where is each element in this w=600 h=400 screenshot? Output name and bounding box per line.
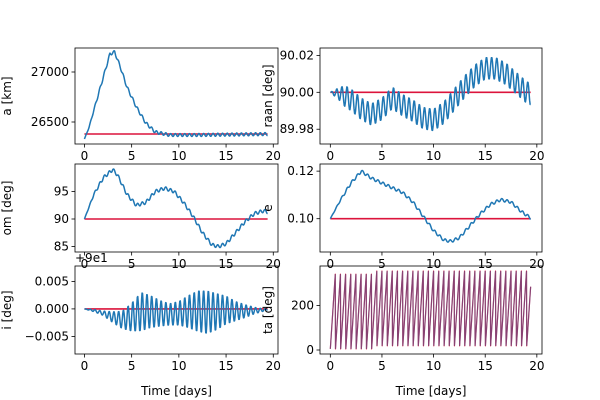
x-tick-label: 20 [529,149,544,163]
y-tick-label: 89.98 [280,122,314,136]
y-tick-label: 26500 [31,115,69,129]
x-tick-label: 10 [171,359,186,373]
x-tick-label: 5 [128,359,136,373]
x-tick-label: 5 [128,149,136,163]
x-tick-label: 10 [426,257,441,271]
y-axis-label: ta [deg] [261,286,275,334]
y-axis-label: om [deg] [0,181,14,236]
x-tick-label: 0 [81,149,89,163]
y-tick-label: 0.005 [35,274,69,288]
axes-frame [74,163,279,253]
x-tick-label: 5 [378,149,386,163]
y-tick-label: 0 [306,343,314,357]
y-tick-label: 27000 [31,65,69,79]
x-axis-label: Time [days] [395,384,467,398]
y-tick-label: 0.12 [287,164,314,178]
subplot-5: 0 5 10 15 20 −0.005 0.000 0.005 i [deg] Time [day… [0,251,281,398]
x-tick-label: 15 [218,149,233,163]
y-axis-label: i [deg] [0,290,14,329]
x-tick-label: 15 [478,257,493,271]
data-line [329,169,532,243]
y-tick-label: 90 [54,212,69,226]
y-axis-label: raan [deg] [261,64,275,127]
data-line [330,57,531,132]
y-tick-label: 90.02 [280,48,314,62]
x-tick-label: 15 [218,257,233,271]
x-tick-label: 20 [266,359,281,373]
y-axis-label: e [261,204,275,211]
y-tick-label: 90.00 [280,85,314,99]
x-tick-label: 20 [266,257,281,271]
data-line [83,50,268,140]
axes-frame [319,265,543,355]
x-tick-label: 20 [529,359,544,373]
subplot-3: 0 5 10 15 20 85 90 95 om [deg] [0,163,281,271]
x-tick-label: 10 [171,257,186,271]
axes-frame [74,47,279,145]
data-line-underlay [329,271,532,349]
axes-frame [319,163,543,253]
x-tick-label: 0 [81,257,89,271]
x-tick-label: 5 [378,257,386,271]
y-tick-label: 0.000 [35,302,69,316]
subplot-2: 0 5 10 15 20 89.98 90.00 90.02 raan [deg] [261,47,544,163]
x-tick-label: 10 [171,149,186,163]
y-tick-label: 0.10 [287,212,314,226]
y-tick-label: −0.005 [25,329,69,343]
x-tick-label: 15 [478,359,493,373]
y-tick-label: 95 [54,185,69,199]
x-tick-label: 5 [128,257,136,271]
y-tick-label: 85 [54,240,69,254]
x-tick-label: 0 [327,257,335,271]
x-tick-label: 0 [327,359,335,373]
y-axis-label: a [km] [0,76,14,115]
x-tick-label: 0 [327,149,335,163]
x-tick-label: 10 [426,149,441,163]
x-tick-label: 15 [218,359,233,373]
x-tick-label: 20 [529,257,544,271]
axes-frame [74,265,279,355]
data-line [83,168,268,249]
subplot-1: 0 5 10 15 20 26500 27000 a [km] [0,47,281,163]
data-line [329,270,532,350]
x-tick-label: 20 [266,149,281,163]
subplot-4: 0 5 10 15 20 0.10 0.12 e [261,163,544,271]
x-tick-label: 5 [378,359,386,373]
data-line [84,290,268,334]
y-tick-label: 200 [291,299,314,313]
x-tick-label: 10 [426,359,441,373]
x-tick-label: 15 [478,149,493,163]
x-tick-label: 0 [81,359,89,373]
x-axis-label: Time [days] [140,384,212,398]
axes-frame [319,47,543,145]
offset-text: +9e1 [75,251,108,265]
